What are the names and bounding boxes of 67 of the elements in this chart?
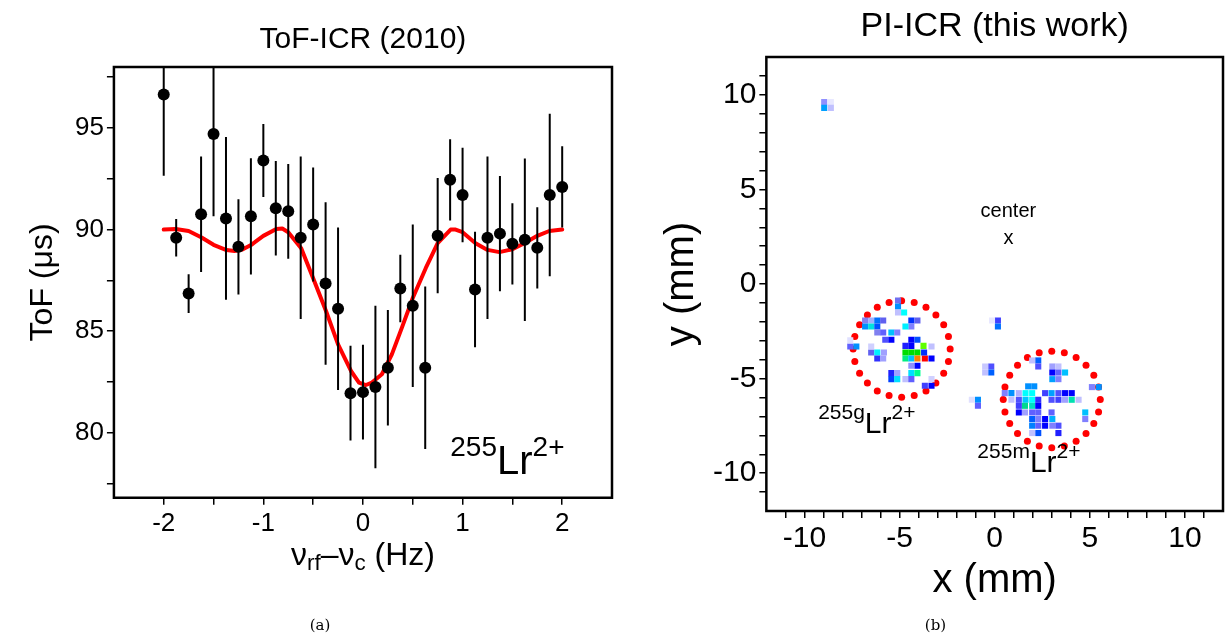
- point: [1072, 354, 1080, 362]
- point: [1014, 361, 1022, 369]
- point: [999, 395, 1007, 403]
- y-tick-label: 5: [739, 170, 757, 204]
- text: (b): [923, 616, 948, 634]
- x-tick-label: 10: [1168, 520, 1202, 554]
- annotation: x: [1003, 226, 1014, 249]
- point: [863, 379, 871, 387]
- point: [856, 321, 864, 329]
- point: [1060, 349, 1068, 357]
- point: [1035, 442, 1043, 450]
- point: [910, 392, 918, 400]
- point: [932, 311, 940, 319]
- text: (a): [308, 616, 332, 634]
- point: [1090, 420, 1098, 428]
- point: [940, 321, 948, 329]
- y-tick-label: -10: [713, 454, 757, 488]
- chart-title: ToF-ICR (2010): [259, 21, 467, 55]
- point: [856, 369, 864, 377]
- point: [946, 345, 954, 353]
- point: [1090, 371, 1098, 379]
- y-tick-label: 90: [75, 212, 104, 243]
- point: [1006, 420, 1014, 428]
- point: [873, 387, 881, 395]
- point: [851, 333, 859, 341]
- x-tick-label: 5: [1081, 520, 1099, 554]
- y-tick-label: 80: [75, 415, 104, 446]
- point: [898, 393, 906, 401]
- point: [1035, 349, 1043, 357]
- x-tick-label: 2: [554, 506, 570, 537]
- point: [873, 303, 881, 311]
- point: [940, 369, 948, 377]
- point: [944, 333, 952, 341]
- y-tick-label: -5: [729, 359, 757, 393]
- x-tick-label: -2: [152, 506, 176, 537]
- point: [1095, 408, 1103, 416]
- annotation: center: [980, 198, 1037, 221]
- x-tick-label: 0: [986, 520, 1004, 554]
- y-axis-title: ToF (μs): [23, 223, 60, 342]
- point: [1001, 408, 1009, 416]
- y-tick-label: 0: [739, 265, 757, 299]
- point: [1082, 429, 1090, 437]
- point: [1048, 347, 1056, 355]
- point: [1001, 383, 1009, 391]
- point: [1006, 371, 1014, 379]
- point: [910, 299, 918, 307]
- x-tick-label: -5: [886, 520, 913, 554]
- y-tick-label: 95: [75, 111, 104, 142]
- point: [1048, 444, 1056, 452]
- point: [1023, 437, 1031, 445]
- y-axis-title: y (mm): [657, 221, 702, 347]
- y-tick-label: 10: [722, 76, 757, 110]
- x-tick-label: 1: [455, 506, 470, 537]
- point: [944, 358, 952, 366]
- point: [885, 392, 893, 400]
- x-axis-title: x (mm): [932, 556, 1057, 601]
- chart-title: PI-ICR (this work): [860, 4, 1129, 43]
- point: [885, 299, 893, 307]
- point: [851, 358, 859, 366]
- x-tick-label: -10: [782, 520, 827, 554]
- x-tick-label: 0: [355, 506, 371, 537]
- y-tick-label: 85: [75, 314, 104, 345]
- point: [1082, 361, 1090, 369]
- x-tick-label: -1: [251, 506, 275, 537]
- point: [922, 303, 930, 311]
- point: [1014, 429, 1022, 437]
- point: [1096, 395, 1104, 403]
